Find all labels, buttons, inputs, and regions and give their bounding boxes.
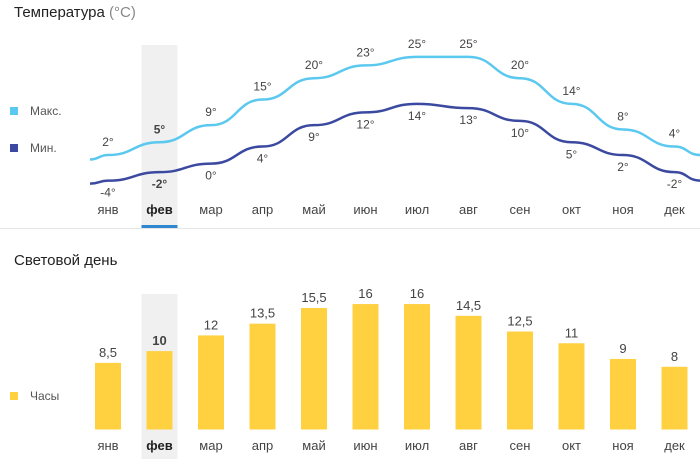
bar-label-дек: 8 — [671, 349, 678, 364]
legend-hours-label: Часы — [30, 389, 60, 403]
month-label-мар: мар — [199, 438, 222, 453]
bar-ноя — [610, 358, 636, 430]
max-label-окт: 14° — [562, 84, 580, 98]
month-label-июл: июл — [405, 438, 429, 453]
month-label-сен: сен — [510, 202, 531, 217]
min-label-авг: 13° — [459, 113, 477, 127]
min-label-май: 9° — [308, 130, 320, 144]
bar-дек — [661, 366, 688, 430]
bar-label-авг: 14,5 — [456, 298, 481, 313]
bar-сен — [507, 331, 533, 430]
bar-окт — [558, 343, 585, 430]
bar-авг — [455, 315, 482, 430]
month-label-фев: фев — [146, 438, 172, 453]
month-label-май: май — [302, 202, 325, 217]
legend-hours: Часы — [10, 389, 59, 403]
month-label-апр: апр — [252, 202, 274, 217]
bar-июл — [404, 304, 430, 430]
month-label-окт: окт — [562, 202, 581, 217]
bar-label-апр: 13,5 — [250, 306, 275, 321]
month-label-апр: апр — [252, 438, 274, 453]
legend-max-label: Макс. — [30, 104, 62, 118]
month-label-фев: фев — [146, 202, 172, 217]
min-label-янв: -4° — [100, 186, 116, 200]
max-label-май: 20° — [305, 58, 323, 72]
max-label-фев: 5° — [154, 122, 166, 136]
line-min — [89, 102, 700, 185]
max-label-янв: 2° — [102, 135, 114, 149]
legend-min-label: Мин. — [30, 141, 57, 155]
min-label-апр: 4° — [257, 152, 269, 166]
month-label-окт: окт — [562, 438, 581, 453]
temperature-title: Температура (°C) — [14, 4, 136, 21]
max-label-авг: 25° — [459, 37, 477, 51]
legend-max: Макс. — [10, 104, 62, 118]
bar-label-окт: 11 — [565, 325, 579, 340]
min-label-дек: -2° — [667, 177, 683, 191]
bar-label-июн: 16 — [358, 286, 372, 301]
month-label-дек: дек — [664, 438, 685, 453]
bar-label-янв: 8,5 — [99, 345, 117, 360]
temperature-chart: 2° 5° 9° 15° 20° 23° 25° 25° 20° 14° 8° 4° -4° -2° 0° 4… — [89, 37, 700, 228]
month-label-дек: дек — [664, 202, 685, 217]
bar-янв — [95, 362, 121, 430]
selected-month-indicator — [141, 225, 178, 228]
section-divider — [0, 228, 700, 229]
legend-min: Мин. — [10, 141, 57, 155]
legend-min-swatch — [10, 144, 18, 152]
daylight-title: Световой день — [14, 252, 118, 269]
bar-label-сен: 12,5 — [507, 314, 532, 329]
max-label-апр: 15° — [253, 80, 271, 94]
min-label-июн: 12° — [356, 117, 374, 131]
month-label-янв: янв — [97, 202, 118, 217]
bar-апр — [249, 323, 276, 430]
month-label-авг: авг — [459, 438, 478, 453]
legend-max-swatch — [10, 107, 18, 115]
month-label-ноя: ноя — [612, 202, 633, 217]
max-label-сен: 20° — [511, 58, 529, 72]
min-label-ноя: 2° — [617, 160, 629, 174]
bar-label-июл: 16 — [410, 286, 424, 301]
month-label-авг: авг — [459, 202, 478, 217]
max-label-дек: 4° — [669, 127, 681, 141]
min-label-июл: 14° — [408, 109, 426, 123]
bar-июн — [352, 304, 379, 430]
bar-мар — [198, 335, 224, 430]
month-label-июл: июл — [405, 202, 429, 217]
month-label-май: май — [302, 438, 325, 453]
daylight-chart: 8,5 10 12 13,5 15,5 16 16 14,5 12,5 11 9 8 янв фев мар… — [95, 286, 688, 459]
month-label-июн: июн — [353, 438, 377, 453]
temperature-title-text: Температура — [14, 4, 105, 21]
max-label-ноя: 8° — [617, 109, 629, 123]
month-label-сен: сен — [510, 438, 531, 453]
min-label-мар: 0° — [205, 169, 217, 183]
max-label-июл: 25° — [408, 37, 426, 51]
month-label-мар: мар — [199, 202, 222, 217]
selected-month-highlight — [141, 45, 178, 228]
temperature-unit: (°C) — [109, 4, 136, 21]
max-label-мар: 9° — [205, 105, 217, 119]
bar-май — [301, 307, 327, 430]
line-max — [89, 55, 700, 161]
bar-label-ноя: 9 — [619, 341, 626, 356]
bar-фев — [146, 351, 173, 430]
month-label-янв: янв — [97, 438, 118, 453]
month-label-ноя: ноя — [612, 438, 633, 453]
min-label-окт: 5° — [566, 147, 578, 161]
min-label-фев: -2° — [152, 177, 168, 191]
min-label-сен: 10° — [511, 126, 529, 140]
legend-hours-swatch — [10, 392, 18, 400]
bar-label-фев: 10 — [152, 333, 166, 348]
month-label-июн: июн — [353, 202, 377, 217]
bar-label-май: 15,5 — [301, 290, 326, 305]
bar-label-мар: 12 — [204, 317, 218, 332]
max-label-июн: 23° — [356, 45, 374, 59]
